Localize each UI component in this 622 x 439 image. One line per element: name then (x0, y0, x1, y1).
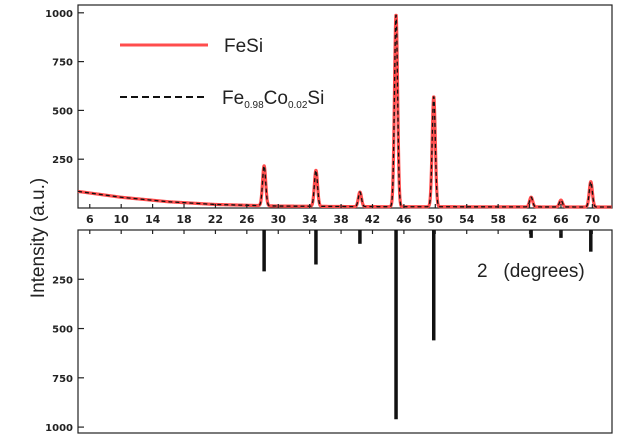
top-y-tick-label: 250 (52, 155, 73, 166)
top-panel: 250 500 750 1000 (45, 4, 613, 209)
legend: FeSi Fe0.98Co0.02Si (120, 36, 324, 111)
x-tick-label: 30 (271, 213, 287, 226)
top-y-tick-label: 1000 (45, 9, 73, 20)
bottom-panel: 250 500 750 1000 (45, 229, 613, 434)
x-tick-label: 26 (239, 213, 255, 226)
top-panel-frame (77, 4, 613, 209)
bottom-panel-frame (77, 229, 613, 434)
bottom-y-tick-label: 1000 (45, 423, 73, 434)
top-y-tick-label: 500 (52, 106, 73, 117)
x-tick-label: 34 (302, 213, 318, 226)
x-axis-label: 2 (degrees) (477, 261, 585, 282)
bottom-y-tick-label: 250 (52, 275, 73, 286)
x-tick-label: 62 (522, 213, 537, 226)
x-tick-label: 38 (333, 213, 348, 226)
top-y-tick-label: 750 (52, 58, 73, 69)
x-tick-label: 54 (459, 213, 475, 226)
x-tick-label: 58 (490, 213, 505, 226)
bottom-y-tick-label: 750 (52, 374, 73, 385)
x-tick-label: 22 (208, 213, 223, 226)
legend-label-fesi: FeSi (224, 36, 263, 57)
x-tick-label: 66 (553, 213, 569, 226)
x-tick-label: 14 (145, 213, 161, 226)
series-line-fecosi (77, 14, 613, 208)
x-tick-label: 42 (365, 213, 380, 226)
x-tick-label: 46 (396, 213, 412, 226)
x-tick-label: 10 (114, 213, 130, 226)
x-tick-label: 50 (428, 213, 444, 226)
bottom-y-tick-label: 500 (52, 325, 73, 336)
x-tick-label: 70 (585, 213, 601, 226)
x-tick-label: 6 (86, 213, 94, 226)
y-axis-label: Intensity (a.u.) (28, 178, 49, 298)
x-tick-label: 18 (176, 213, 191, 226)
x-axis: 6 10 14 18 22 26 30 34 38 42 46 50 54 58 62 66 70 (86, 204, 600, 234)
legend-label-fecosi: Fe0.98Co0.02Si (222, 88, 324, 111)
